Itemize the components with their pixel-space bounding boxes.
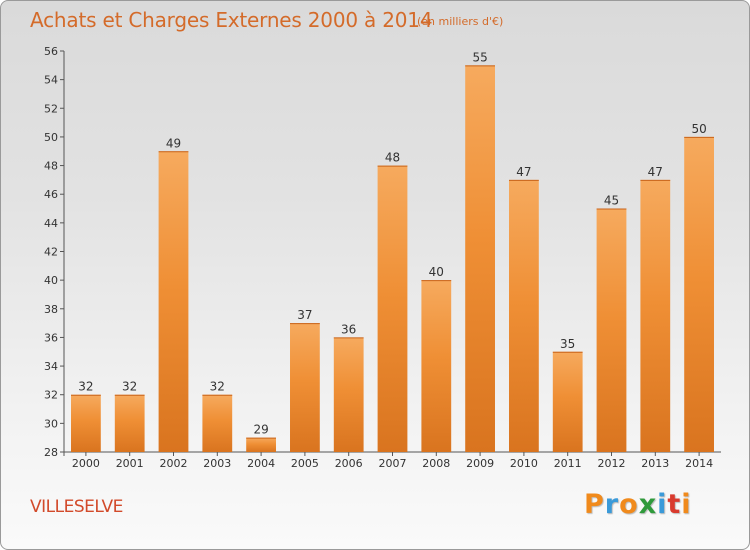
y-tick-label: 42 [44, 246, 58, 259]
x-tick-label: 2008 [422, 457, 450, 470]
y-tick-label: 36 [44, 331, 58, 344]
data-label: 29 [253, 423, 268, 437]
data-label: 36 [341, 322, 356, 336]
bar [509, 179, 539, 452]
logo-letter: t [667, 489, 682, 520]
bar [246, 437, 276, 452]
x-tick-label: 2003 [203, 457, 231, 470]
bar [71, 394, 101, 452]
logo-letter: x [638, 489, 658, 520]
y-tick-label: 32 [44, 389, 58, 402]
bar [202, 394, 233, 452]
bar [552, 351, 583, 452]
logo-letter: i [681, 489, 692, 520]
logo-letter: P [584, 489, 605, 520]
proxiti-logo: Proxiti [584, 489, 692, 520]
logo-letter: i [657, 489, 668, 520]
y-tick-label: 34 [44, 360, 58, 373]
data-label: 32 [122, 380, 137, 394]
data-label: 55 [472, 50, 487, 64]
bar [596, 208, 627, 452]
bar [290, 323, 320, 452]
data-label: 47 [516, 165, 531, 179]
x-tick-label: 2012 [598, 457, 626, 470]
y-tick-label: 44 [44, 217, 58, 230]
y-tick-label: 46 [44, 188, 58, 201]
x-tick-label: 2010 [510, 457, 538, 470]
chart-unit: (en milliers d'€) [417, 15, 504, 28]
x-tick-label: 2011 [554, 457, 582, 470]
x-tick-label: 2014 [685, 457, 713, 470]
logo-letter: o [619, 489, 639, 520]
y-tick-label: 54 [44, 74, 58, 87]
x-tick-label: 2007 [379, 457, 407, 470]
y-tick-label: 30 [44, 417, 58, 430]
y-tick-label: 52 [44, 102, 58, 115]
x-tick-label: 2005 [291, 457, 319, 470]
x-tick-label: 2001 [116, 457, 144, 470]
x-tick-label: 2002 [160, 457, 188, 470]
data-label: 35 [560, 337, 575, 351]
y-tick-label: 38 [44, 303, 58, 316]
bar [114, 394, 145, 452]
y-tick-label: 28 [44, 446, 58, 459]
y-tick-label: 40 [44, 274, 58, 287]
x-tick-label: 2013 [641, 457, 669, 470]
x-tick-label: 2004 [247, 457, 275, 470]
bar [333, 337, 364, 452]
bar [465, 65, 495, 453]
bar [640, 179, 671, 452]
y-tick-label: 50 [44, 131, 58, 144]
x-tick-label: 2000 [72, 457, 100, 470]
data-label: 49 [166, 136, 181, 150]
y-tick-label: 48 [44, 160, 58, 173]
bar [421, 280, 452, 452]
data-label: 32 [210, 380, 225, 394]
x-tick-label: 2006 [335, 457, 363, 470]
logo-letter: r [604, 489, 620, 520]
data-label: 50 [691, 122, 706, 136]
x-tick-label: 2009 [466, 457, 494, 470]
data-label: 47 [648, 165, 663, 179]
y-tick-label: 56 [44, 45, 58, 58]
commune-name: VILLESELVE [30, 497, 123, 517]
data-label: 37 [297, 308, 312, 322]
bar [684, 136, 714, 452]
bar [158, 151, 189, 452]
data-label: 32 [78, 380, 93, 394]
data-label: 45 [604, 194, 619, 208]
bar [377, 165, 408, 453]
data-label: 40 [429, 265, 444, 279]
data-label: 48 [385, 151, 400, 165]
chart-title: Achats et Charges Externes 2000 à 2014 [30, 8, 433, 32]
